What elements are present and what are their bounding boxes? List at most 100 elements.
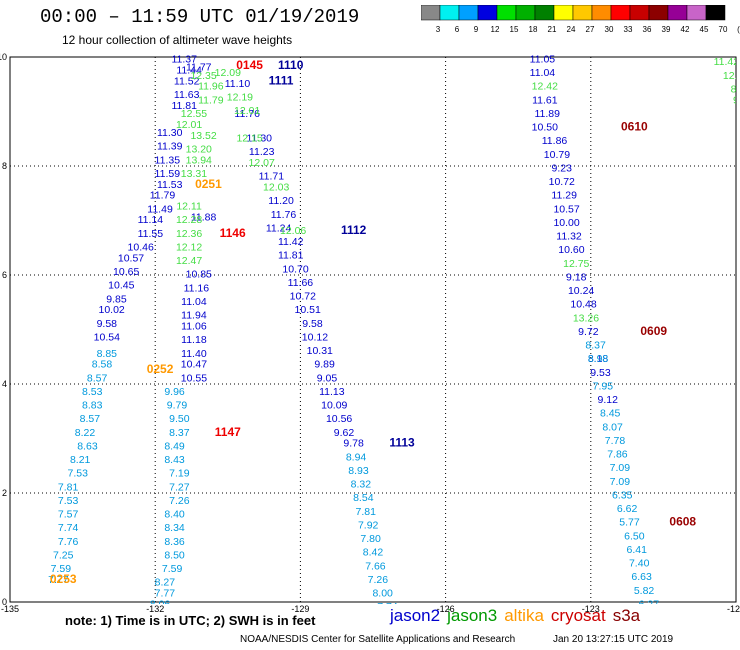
wave-height-label: 7.76: [58, 536, 79, 548]
x-tick-label: -123: [582, 604, 600, 614]
wave-height-label: 11.79: [198, 94, 224, 106]
wave-height-label: 11.04: [181, 296, 207, 308]
legend-item-jason3: jason3: [447, 606, 498, 625]
wave-height-label: 9.23: [552, 162, 573, 174]
wave-height-label: 7.25: [53, 549, 74, 561]
wave-height-label: 11.42: [714, 56, 740, 68]
wave-height-label: 11.35: [155, 154, 181, 166]
x-tick-label: -120: [727, 604, 740, 614]
wave-height-label: 11.77: [186, 62, 212, 74]
plot-frame: [9, 56, 737, 603]
pass-time-label: 0608: [669, 515, 696, 529]
pass-time-label: 1113: [389, 436, 415, 450]
y-tick-label: 2: [2, 488, 7, 498]
wave-height-label: 7.09: [610, 476, 631, 488]
wave-height-label: 12.12: [176, 241, 202, 253]
wave-height-label: 11.18: [181, 334, 207, 346]
wave-height-label: 8.57: [80, 413, 101, 425]
wave-height-label: 7.86: [607, 449, 628, 461]
wave-height-label: 13.31: [181, 168, 207, 180]
wave-height-label: 10.54: [94, 331, 120, 343]
wave-height-label: 6.50: [624, 530, 645, 542]
wave-height-label: 10.72: [549, 176, 575, 188]
wave-height-label: 11.96: [198, 81, 224, 93]
y-tick-label: 6: [2, 270, 7, 280]
wave-height-label: 11.05: [530, 53, 556, 65]
wave-height-label: 13.20: [186, 143, 212, 155]
wave-height-label: 12.01: [234, 105, 260, 117]
wave-height-label: 10.46: [128, 241, 154, 253]
wave-height-label: 8.37: [169, 427, 190, 439]
wave-height-label: 8.97: [731, 83, 740, 95]
scale-label: 18: [529, 25, 538, 34]
wave-height-label: 12.35: [190, 70, 216, 82]
wave-height-label: 7.19: [169, 468, 190, 480]
wave-height-label: 8.18: [588, 353, 609, 365]
y-tick-label: 10: [0, 52, 7, 62]
legend-item-s3a: s3a: [612, 606, 641, 625]
wave-height-label: 7.26: [169, 495, 190, 507]
wave-height-label: 10.48: [570, 299, 596, 311]
wave-height-label: 11.32: [556, 231, 582, 243]
wave-height-label: 8.27: [155, 577, 176, 589]
legend-item-cryosat: cryosat: [550, 606, 606, 625]
wave-height-label: 8.85: [97, 348, 118, 360]
wave-height-label: 7.26: [368, 574, 389, 586]
wave-height-label: 12.19: [227, 92, 253, 104]
x-tick-label: -126: [437, 604, 455, 614]
wave-height-label: 7.77: [48, 574, 69, 586]
wave-height-label: 8.06: [150, 598, 171, 610]
pass-time-label: 0610: [621, 120, 648, 134]
wave-height-label: 11.30: [247, 132, 273, 144]
wave-height-label: 10.12: [302, 331, 328, 343]
wave-height-label: 7.81: [58, 481, 79, 493]
wave-height-label: 8.22: [75, 427, 96, 439]
wave-height-label: 9.85: [106, 293, 127, 305]
wave-height-label: 13.94: [186, 154, 212, 166]
wave-height-label: 7.77: [155, 588, 176, 600]
wave-height-label: 11.24: [266, 222, 292, 234]
scale-label: 21: [548, 25, 557, 34]
pass-time-label: 0145: [236, 58, 263, 72]
scale-label: 33: [624, 25, 633, 34]
wave-height-label: 8.98: [588, 353, 609, 365]
wave-height-label: 9.78: [343, 438, 364, 450]
wave-height-label: 12.09: [215, 67, 241, 79]
wave-height-label: 12.47: [176, 255, 202, 267]
wave-height-label: 11.66: [288, 277, 314, 289]
wave-height-label: 12.15: [236, 132, 262, 144]
scale-label: 42: [681, 25, 690, 34]
wave-height-label: 11.42: [278, 236, 304, 248]
wave-height-label: 5.77: [619, 517, 640, 529]
wave-height-label: 8.54: [353, 492, 374, 504]
pass-time-label: 1112: [341, 223, 367, 237]
wave-height-label: 10.85: [186, 269, 212, 281]
wave-height-label: 11.37: [171, 53, 197, 65]
wave-height-label: 10.24: [568, 285, 594, 297]
y-tick-label: 8: [2, 161, 7, 171]
wave-height-label: 12.36: [176, 228, 202, 240]
wave-height-label: 9.89: [314, 359, 335, 371]
wave-height-label: 8.34: [164, 522, 185, 534]
page-title: 00:00 – 11:59 UTC 01/19/2019: [40, 6, 360, 28]
wave-height-label: 8.58: [92, 359, 113, 371]
pass-time-label: 0252: [147, 362, 174, 376]
wave-height-label: 10.02: [98, 304, 124, 316]
wave-height-label: 8.93: [348, 465, 369, 477]
scale-label: (ft): [737, 25, 740, 34]
wave-height-label: 12.42: [532, 81, 558, 93]
wave-height-label: 11.55: [138, 228, 164, 240]
wave-height-label: 8.40: [164, 509, 185, 521]
wave-height-label: 8.42: [363, 547, 384, 559]
note-text: note: 1) Time is in UTC; 2) SWH is in fe…: [65, 613, 316, 628]
scale-swatch: [705, 5, 726, 21]
scale-label: 12: [491, 25, 500, 34]
wave-height-label: 6.41: [627, 544, 648, 556]
wave-height-label: 9.79: [167, 400, 188, 412]
x-tick-label: -129: [291, 604, 309, 614]
wave-height-label: 8.63: [77, 440, 98, 452]
wave-height-label: 7.95: [593, 380, 614, 392]
x-tick-label: -135: [1, 604, 19, 614]
wave-height-label: 9.18: [566, 271, 587, 283]
wave-height-label: 7.66: [365, 560, 386, 572]
